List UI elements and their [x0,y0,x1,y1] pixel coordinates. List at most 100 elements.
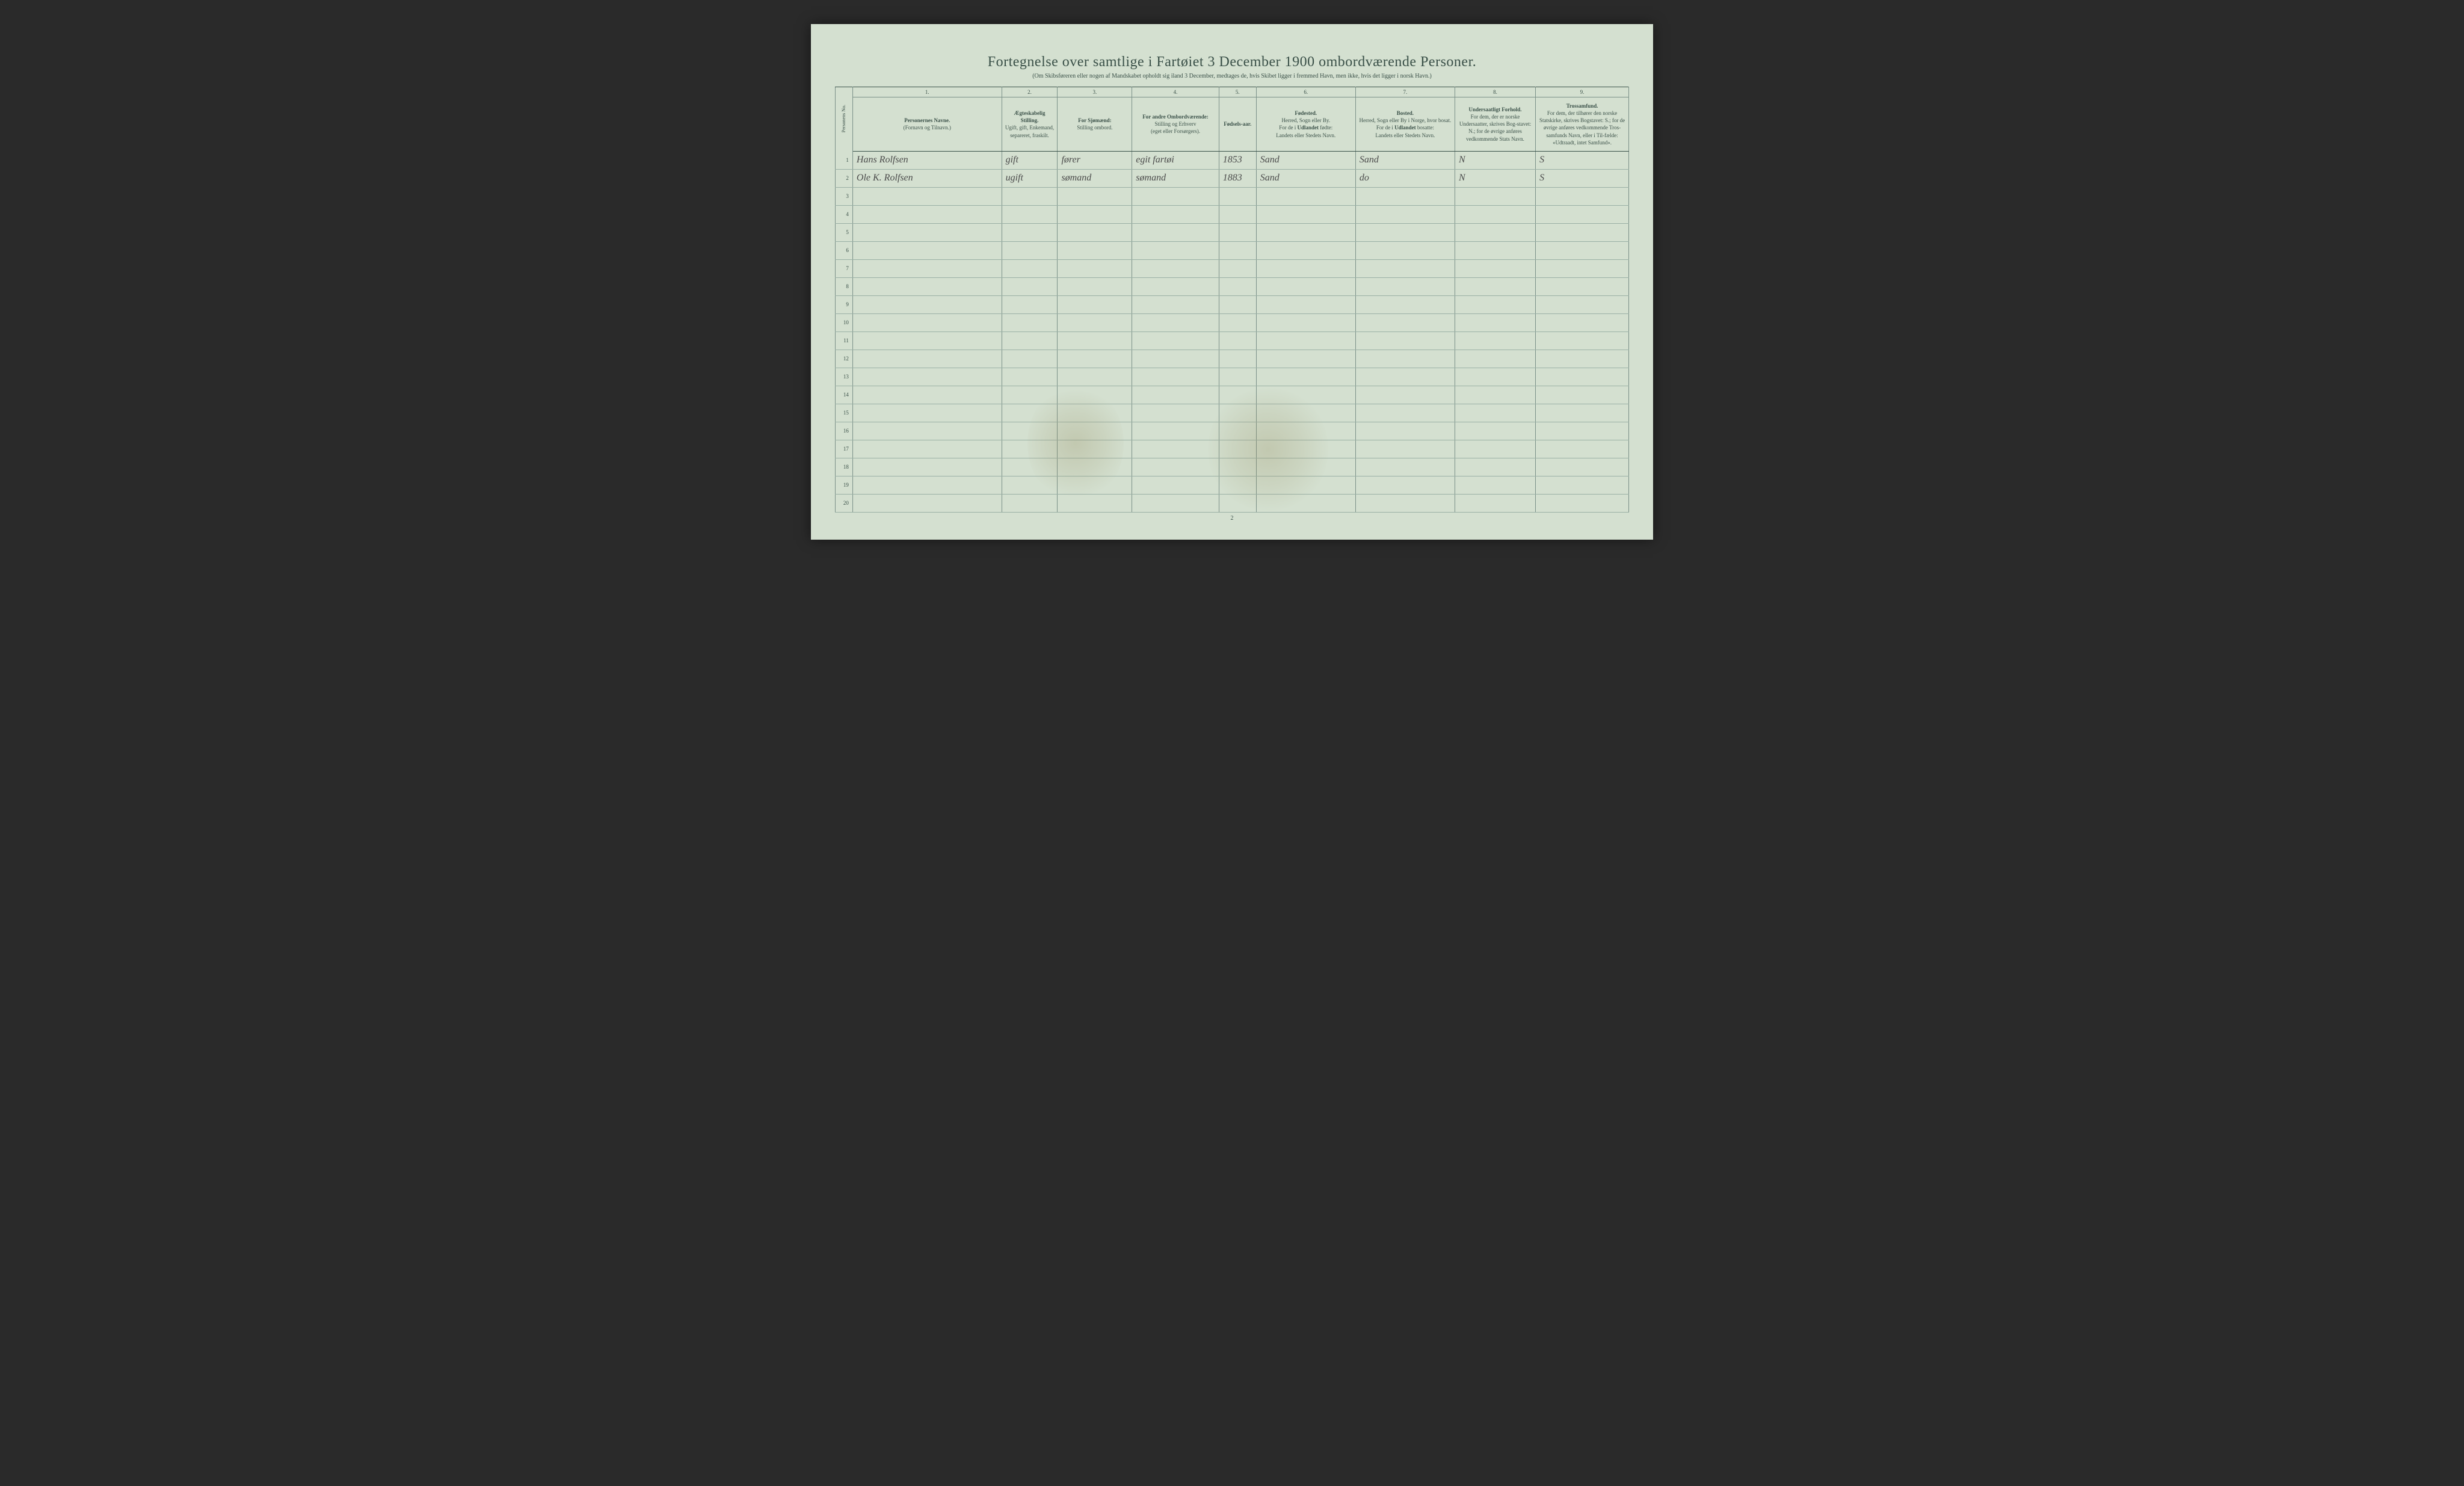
row-number: 17 [836,440,853,458]
row-number: 9 [836,295,853,313]
cell-year: 1883 [1219,169,1256,187]
cell-birthplace [1256,241,1355,259]
cell-nationality: N [1455,151,1535,169]
cell-residence [1355,350,1455,368]
table-row: 8 [836,277,1629,295]
row-number: 5 [836,223,853,241]
cell-residence [1355,458,1455,476]
cell-residence [1355,259,1455,277]
cell-nationality [1455,476,1535,494]
cell-year [1219,205,1256,223]
row-number: 15 [836,404,853,422]
cell-residence [1355,476,1455,494]
cell-birthplace [1256,187,1355,205]
cell-year [1219,386,1256,404]
cell-name [852,187,1002,205]
cell-religion [1536,404,1629,422]
cell-nationality [1455,386,1535,404]
cell-birthplace [1256,422,1355,440]
cell-year [1219,187,1256,205]
cell-year [1219,241,1256,259]
cell-sailor [1058,440,1132,458]
cell-other [1132,368,1219,386]
page-title: Fortegnelse over samtlige i Fartøiet 3 D… [835,54,1629,70]
col-num: 3. [1058,87,1132,97]
cell-marital [1002,404,1058,422]
cell-nationality [1455,223,1535,241]
row-number: 3 [836,187,853,205]
cell-other [1132,440,1219,458]
row-number: 7 [836,259,853,277]
cell-religion [1536,241,1629,259]
row-number: 1 [836,151,853,169]
cell-marital [1002,205,1058,223]
cell-marital [1002,476,1058,494]
cell-year [1219,313,1256,331]
cell-name [852,259,1002,277]
table-row: 18 [836,458,1629,476]
col-header-religion: Trossamfund.For dem, der tilhører den no… [1536,97,1629,152]
column-number-row: Personens No. 1. 2. 3. 4. 5. 6. 7. 8. 9. [836,87,1629,97]
cell-year [1219,404,1256,422]
cell-sailor [1058,313,1132,331]
cell-name [852,404,1002,422]
cell-year: 1853 [1219,151,1256,169]
cell-religion [1536,368,1629,386]
row-number: 14 [836,386,853,404]
col-num: 8. [1455,87,1535,97]
cell-religion: S [1536,151,1629,169]
cell-nationality [1455,259,1535,277]
row-number: 10 [836,313,853,331]
cell-other [1132,386,1219,404]
row-number-header: Personens No. [836,87,853,152]
col-num: 6. [1256,87,1355,97]
ledger-page: Fortegnelse over samtlige i Fartøiet 3 D… [811,24,1653,540]
cell-year [1219,422,1256,440]
cell-nationality [1455,331,1535,350]
cell-religion [1536,386,1629,404]
cell-residence [1355,494,1455,512]
table-row: 4 [836,205,1629,223]
cell-residence [1355,241,1455,259]
row-number: 16 [836,422,853,440]
col-header-marital: Ægteskabelig Stilling.Ugift, gift, Enkem… [1002,97,1058,152]
col-num: 7. [1355,87,1455,97]
table-row: 13 [836,368,1629,386]
cell-sailor [1058,223,1132,241]
cell-marital [1002,422,1058,440]
cell-residence [1355,187,1455,205]
cell-sailor [1058,295,1132,313]
cell-nationality [1455,187,1535,205]
cell-sailor [1058,350,1132,368]
cell-religion: S [1536,169,1629,187]
col-header-residence: Bosted.Herred, Sogn eller By i Norge, hv… [1355,97,1455,152]
table-row: 16 [836,422,1629,440]
cell-other [1132,422,1219,440]
row-number: 12 [836,350,853,368]
cell-birthplace [1256,404,1355,422]
cell-birthplace [1256,458,1355,476]
cell-residence [1355,313,1455,331]
cell-birthplace [1256,476,1355,494]
cell-religion [1536,476,1629,494]
col-num: 2. [1002,87,1058,97]
cell-birthplace [1256,440,1355,458]
cell-year [1219,476,1256,494]
cell-marital [1002,187,1058,205]
cell-other [1132,223,1219,241]
cell-year [1219,350,1256,368]
cell-residence [1355,295,1455,313]
cell-birthplace [1256,368,1355,386]
table-row: 17 [836,440,1629,458]
cell-name [852,223,1002,241]
col-header-nationality: Undersaatligt Forhold.For dem, der er no… [1455,97,1535,152]
cell-residence [1355,422,1455,440]
cell-residence [1355,404,1455,422]
cell-residence [1355,205,1455,223]
cell-other: sømand [1132,169,1219,187]
cell-sailor: sømand [1058,169,1132,187]
cell-residence: Sand [1355,151,1455,169]
cell-religion [1536,440,1629,458]
row-number: 18 [836,458,853,476]
cell-nationality [1455,422,1535,440]
